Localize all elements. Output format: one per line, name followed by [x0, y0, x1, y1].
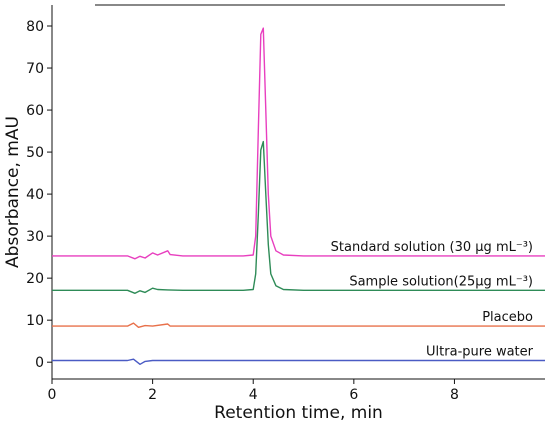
x-tick-label: 6 [349, 387, 358, 403]
series-line-1 [52, 140, 545, 294]
series-line-0 [52, 27, 545, 260]
series-lines [52, 27, 545, 365]
y-tick-label: 80 [26, 19, 44, 35]
y-tick-label: 40 [26, 187, 44, 203]
y-axis-ticks: 0 10 20 30 40 50 60 70 80 [26, 19, 52, 371]
y-axis-title: Absorbance, mAU [3, 116, 23, 268]
series-label-0: Standard solution (30 μg mL⁻³) [331, 240, 533, 255]
x-axis-ticks: 0 2 4 6 8 [48, 379, 459, 403]
x-tick-label: 4 [249, 387, 258, 403]
y-tick-label: 70 [26, 61, 44, 77]
x-tick-label: 0 [48, 387, 57, 403]
series-label-1: Sample solution(25μg mL⁻³) [349, 274, 533, 289]
y-tick-label: 0 [35, 355, 44, 371]
x-axis-title: Retention time, min [214, 403, 383, 423]
y-tick-label: 10 [26, 313, 44, 329]
series-line-3 [52, 358, 545, 365]
y-tick-label: 60 [26, 103, 44, 119]
series-label-3: Ultra-pure water [426, 345, 534, 360]
series-line-2 [52, 322, 545, 328]
x-tick-label: 8 [450, 387, 459, 403]
plot-area [51, 4, 545, 380]
series-label-2: Placebo [482, 310, 533, 325]
y-tick-label: 20 [26, 271, 44, 287]
y-tick-label: 50 [26, 145, 44, 161]
series-labels: Standard solution (30 μg mL⁻³) Sample sol… [331, 240, 534, 360]
y-tick-label: 30 [26, 229, 44, 245]
x-tick-label: 2 [148, 387, 157, 403]
